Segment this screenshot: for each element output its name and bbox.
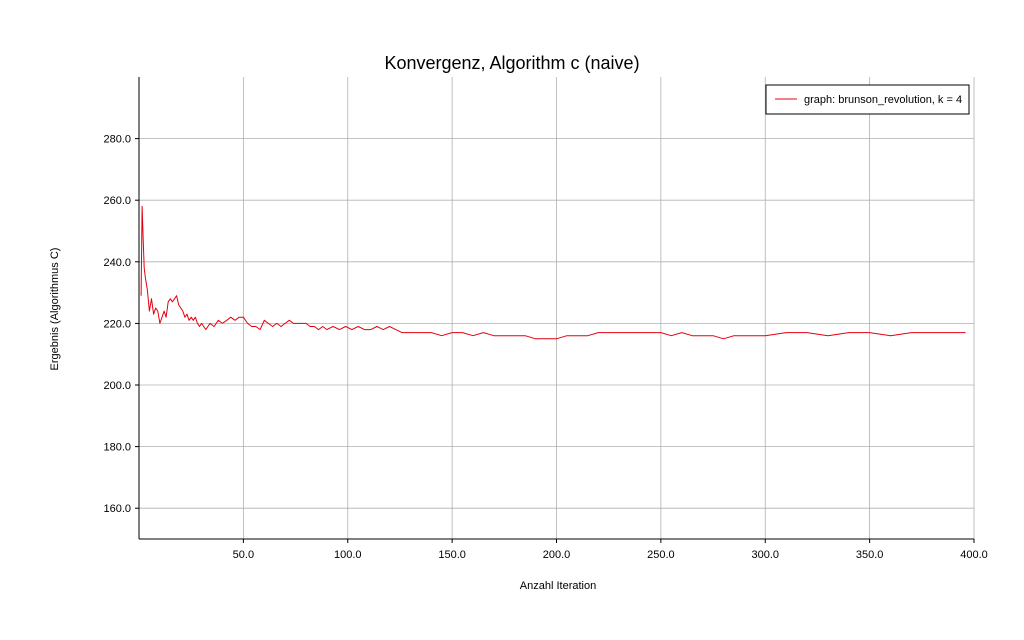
x-tick-label: 100.0: [334, 549, 362, 561]
y-axis-label: Ergebnis (Algorithmus C): [49, 248, 61, 371]
legend-entry: graph: brunson_revolution, k = 4: [804, 94, 962, 106]
y-tick-label: 220.0: [103, 318, 131, 330]
x-ticks: 50.0 100.0 150.0 200.0 250.0 300.0 350.0 400.0: [233, 539, 988, 561]
y-tick-label: 160.0: [103, 503, 131, 515]
x-tick-label: 400.0: [960, 549, 988, 561]
x-tick-label: 200.0: [543, 549, 571, 561]
x-tick-label: 300.0: [751, 549, 779, 561]
x-axis-label: Anzahl Iteration: [520, 580, 596, 592]
y-tick-label: 260.0: [103, 195, 131, 207]
x-tick-label: 350.0: [856, 549, 884, 561]
y-tick-label: 240.0: [103, 257, 131, 269]
x-tick-label: 250.0: [647, 549, 675, 561]
grid: [139, 77, 975, 539]
y-tick-label: 200.0: [103, 380, 131, 392]
x-tick-label: 150.0: [438, 549, 466, 561]
chart-title: Konvergenz, Algorithm c (naive): [384, 53, 639, 73]
x-tick-label: 50.0: [233, 549, 254, 561]
y-tick-label: 280.0: [103, 134, 131, 146]
y-ticks: 160.0 180.0 200.0 220.0 240.0 260.0 280.0: [103, 134, 139, 515]
y-tick-label: 180.0: [103, 442, 131, 454]
legend-box: [765, 84, 970, 115]
legend: graph: brunson_revolution, k = 4: [765, 84, 970, 115]
series-group: [140, 205, 966, 340]
series-line: [140, 205, 966, 340]
